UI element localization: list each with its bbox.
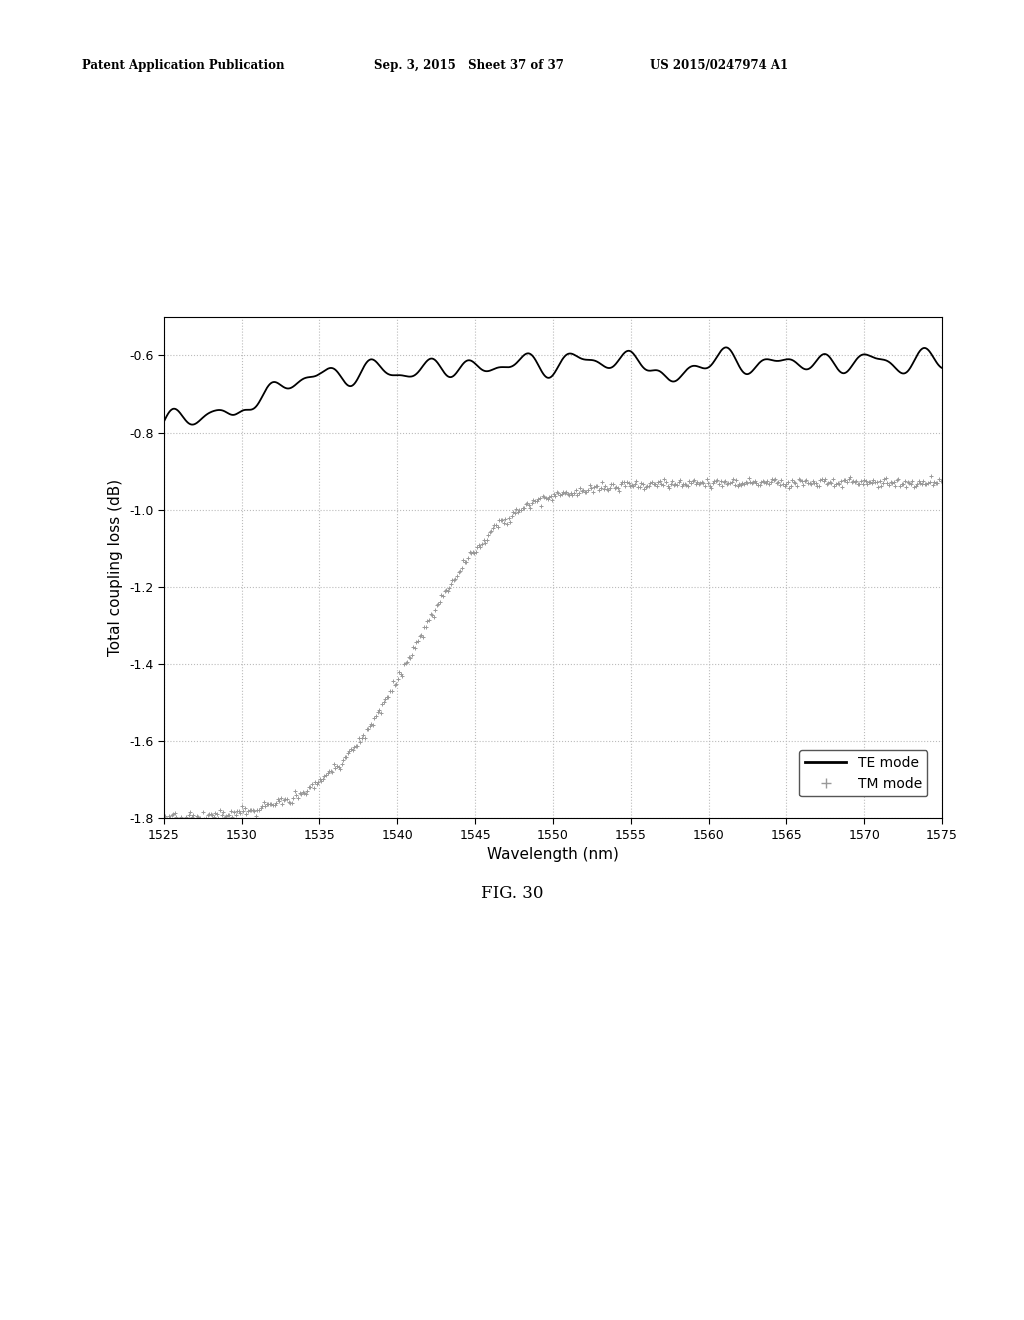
Y-axis label: Total coupling loss (dB): Total coupling loss (dB) bbox=[109, 479, 123, 656]
X-axis label: Wavelength (nm): Wavelength (nm) bbox=[487, 847, 618, 862]
Text: Sep. 3, 2015   Sheet 37 of 37: Sep. 3, 2015 Sheet 37 of 37 bbox=[374, 59, 563, 73]
Text: Patent Application Publication: Patent Application Publication bbox=[82, 59, 285, 73]
Legend: TE mode, TM mode: TE mode, TM mode bbox=[799, 750, 928, 796]
Text: US 2015/0247974 A1: US 2015/0247974 A1 bbox=[650, 59, 788, 73]
Text: FIG. 30: FIG. 30 bbox=[480, 884, 544, 902]
